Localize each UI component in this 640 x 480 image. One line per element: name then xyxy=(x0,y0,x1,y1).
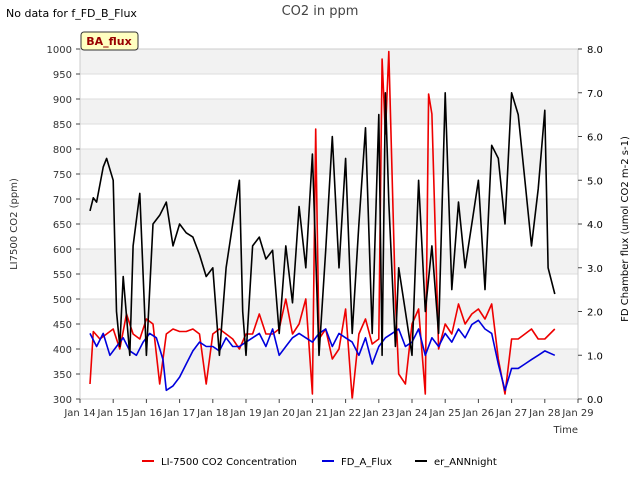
y-left-tick-label: 450 xyxy=(53,320,72,331)
y-left-tick-label: 650 xyxy=(53,220,72,231)
y-left-tick-label: 700 xyxy=(53,195,72,206)
y-left-tick-label: 550 xyxy=(53,270,72,281)
y-right-tick-label: 1.0 xyxy=(587,351,603,362)
legend-label: FD_A_Flux xyxy=(341,457,392,468)
x-tick-label: Jan 24 xyxy=(395,408,427,419)
x-tick-label: Jan 22 xyxy=(329,408,361,419)
x-tick-label: Jan 20 xyxy=(263,408,295,419)
y-left-tick-label: 800 xyxy=(53,145,72,156)
y-left-tick-label: 350 xyxy=(53,370,72,381)
legend-item-er-annnight: er_ANNnight xyxy=(415,457,497,468)
x-axis: Jan 14 Jan 15 Jan 16 Jan 17 Jan 18 Jan 19 Jan … xyxy=(63,399,594,419)
y-left-tick-label: 300 xyxy=(53,395,72,406)
band xyxy=(80,99,578,124)
x-tick-label: Jan 14 xyxy=(63,408,95,419)
band xyxy=(80,249,578,274)
no-data-note: No data for f_FD_B_Flux xyxy=(6,7,137,20)
legend-label: er_ANNnight xyxy=(434,457,497,468)
y-left-tick-label: 600 xyxy=(53,245,72,256)
y-right-tick-label: 3.0 xyxy=(587,264,603,275)
y-right-tick-label: 4.0 xyxy=(587,220,603,231)
y-left-tick-label: 850 xyxy=(53,120,72,131)
x-tick-label: Jan 18 xyxy=(196,408,228,419)
series-lines xyxy=(89,50,556,400)
x-tick-label: Jan 16 xyxy=(130,408,162,419)
x-tick-label: Jan 29 xyxy=(561,408,593,419)
x-tick-label: Jan 25 xyxy=(429,408,461,419)
legend: LI-7500 CO2 Concentration FD_A_Flux er_ANN… xyxy=(142,457,497,468)
y-axis-left: 300 350 400 450 500 550 600 650 700 750 800 850 900 9… xyxy=(47,45,80,406)
band xyxy=(80,149,578,174)
legend-item-fd-a-flux: FD_A_Flux xyxy=(322,457,392,468)
chart-title: CO2 in ppm xyxy=(281,4,359,19)
y-left-tick-label: 400 xyxy=(53,345,72,356)
y-left-tick-label: 950 xyxy=(53,70,72,81)
annotation-label: BA_flux xyxy=(86,35,131,48)
y-right-tick-label: 7.0 xyxy=(587,89,603,100)
x-tick-label: Jan 21 xyxy=(296,408,328,419)
y-right-tick-label: 2.0 xyxy=(587,308,603,319)
band xyxy=(80,49,578,74)
y-left-tick-label: 900 xyxy=(53,95,72,106)
y-right-tick-label: 6.0 xyxy=(587,133,603,144)
x-tick-label: Jan 15 xyxy=(97,408,129,419)
band xyxy=(80,349,578,374)
band xyxy=(80,299,578,324)
y-left-tick-label: 750 xyxy=(53,170,72,181)
legend-item-li-7500-co2-concentration: LI-7500 CO2 Concentration xyxy=(142,457,297,468)
series-line-er-annnight xyxy=(89,92,556,357)
y-axis-right-label: FD Chamber flux (umol CO2 m-2 s-1) xyxy=(620,136,631,322)
x-tick-label: Jan 17 xyxy=(163,408,195,419)
x-tick-label: Jan 28 xyxy=(528,408,560,419)
legend-label: LI-7500 CO2 Concentration xyxy=(161,457,297,468)
y-right-tick-label: 0.0 xyxy=(587,395,603,406)
x-axis-label: Time xyxy=(553,425,578,436)
y-right-tick-label: 8.0 xyxy=(587,45,603,56)
annotation-box: BA_flux xyxy=(80,31,139,51)
y-axis-left-label: LI7500 CO2 (ppm) xyxy=(9,178,20,270)
y-left-tick-label: 1000 xyxy=(47,45,72,56)
y-axis-right: 0.0 1.0 2.0 3.0 4.0 5.0 6.0 7.0 8.0 xyxy=(578,45,603,406)
y-left-tick-label: 500 xyxy=(53,295,72,306)
x-tick-label: Jan 27 xyxy=(495,408,527,419)
y-right-tick-label: 5.0 xyxy=(587,176,603,187)
x-tick-label: Jan 23 xyxy=(362,408,394,419)
x-tick-label: Jan 19 xyxy=(229,408,261,419)
x-tick-label: Jan 26 xyxy=(462,408,494,419)
